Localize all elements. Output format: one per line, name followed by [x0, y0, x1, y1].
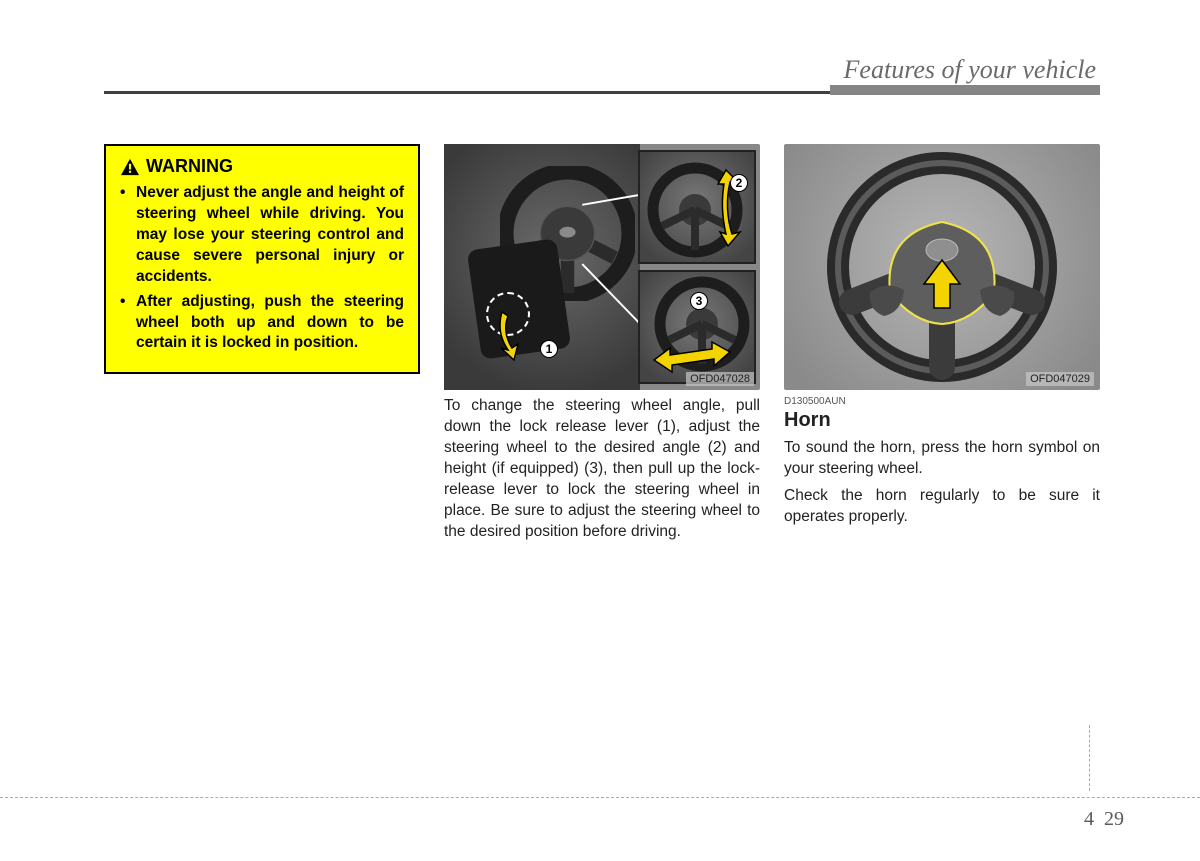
crop-mark-horizontal: [0, 797, 1200, 798]
figure-horn: OFD047029: [784, 144, 1100, 390]
horn-wheel-icon: [812, 152, 1072, 382]
header-rule: [104, 91, 1100, 94]
warning-header: WARNING: [120, 156, 404, 177]
page-number-value: 29: [1104, 808, 1124, 831]
figure-steering-adjust: 1 2: [444, 144, 760, 390]
figure-code: OFD047029: [1026, 372, 1094, 386]
page-number: 4 29: [1084, 808, 1124, 831]
callout-number-2: 2: [730, 174, 748, 192]
figure1-caption: To change the steering wheel angle, pull…: [444, 396, 760, 542]
column-1: WARNING Never adjust the angle and heigh…: [104, 144, 420, 542]
chapter-number: 4: [1084, 808, 1094, 831]
warning-triangle-icon: [120, 158, 140, 176]
crop-mark-vertical: [1089, 725, 1090, 791]
inset-telescope-wheel-icon: [640, 272, 758, 386]
content-columns: WARNING Never adjust the angle and heigh…: [104, 144, 1100, 542]
manual-page: Features of your vehicle WARNING Never a…: [0, 0, 1200, 861]
inset-angle: 2: [638, 150, 756, 264]
horn-para-1: To sound the horn, press the horn symbol…: [784, 438, 1100, 480]
callout-number-3: 3: [690, 292, 708, 310]
figure-code: OFD047028: [686, 372, 754, 386]
section-ref-code: D130500AUN: [784, 396, 1100, 407]
horn-heading: Horn: [784, 409, 1100, 432]
column-2: 1 2: [444, 144, 760, 542]
warning-item: After adjusting, push the steering wheel…: [120, 292, 404, 355]
horn-para-2: Check the horn regularly to be sure it o…: [784, 486, 1100, 528]
warning-box: WARNING Never adjust the angle and heigh…: [104, 144, 420, 374]
inset-telescope: 3: [638, 270, 756, 384]
warning-item: Never adjust the angle and height of ste…: [120, 183, 404, 288]
inset-angle-wheel-icon: [640, 152, 758, 266]
column-3: OFD047029 D130500AUN Horn To sound the h…: [784, 144, 1100, 542]
page-header: Features of your vehicle: [104, 55, 1100, 94]
warning-title: WARNING: [146, 156, 233, 177]
warning-list: Never adjust the angle and height of ste…: [120, 183, 404, 354]
